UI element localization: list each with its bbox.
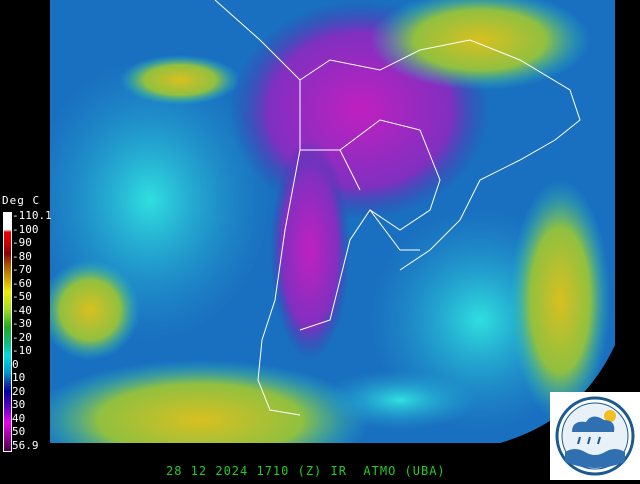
atmo-uba-logo xyxy=(550,392,640,480)
legend-tick: 0 xyxy=(12,358,19,371)
legend-tick: -30 xyxy=(12,317,32,330)
country-borders xyxy=(214,0,581,416)
legend-tick: -20 xyxy=(12,331,32,344)
legend-tick: -40 xyxy=(12,304,32,317)
legend-tick: 50 xyxy=(12,425,26,438)
temperature-colorbar xyxy=(3,212,12,452)
legend-tick: 20 xyxy=(12,385,26,398)
legend-tick: 30 xyxy=(12,398,26,411)
legend-tick: 40 xyxy=(12,412,26,425)
weather-logo-icon xyxy=(555,396,635,476)
legend-tick: -90 xyxy=(12,236,32,249)
legend-tick: -10 xyxy=(12,344,32,357)
legend-tick: -60 xyxy=(12,277,32,290)
legend-tick: -50 xyxy=(12,290,32,303)
legend-tick: 10 xyxy=(12,371,26,384)
legend-tick: -100 xyxy=(12,223,39,236)
legend-tick: -110.1 xyxy=(12,209,52,222)
legend-tick: 56.9 xyxy=(12,439,39,452)
legend-title: Deg C xyxy=(2,194,41,207)
satellite-imagery xyxy=(50,0,615,443)
legend-tick: -80 xyxy=(12,250,32,263)
legend-tick: -70 xyxy=(12,263,32,276)
image-caption: 28 12 2024 1710 (Z) IR ATMO (UBA) xyxy=(166,464,446,478)
